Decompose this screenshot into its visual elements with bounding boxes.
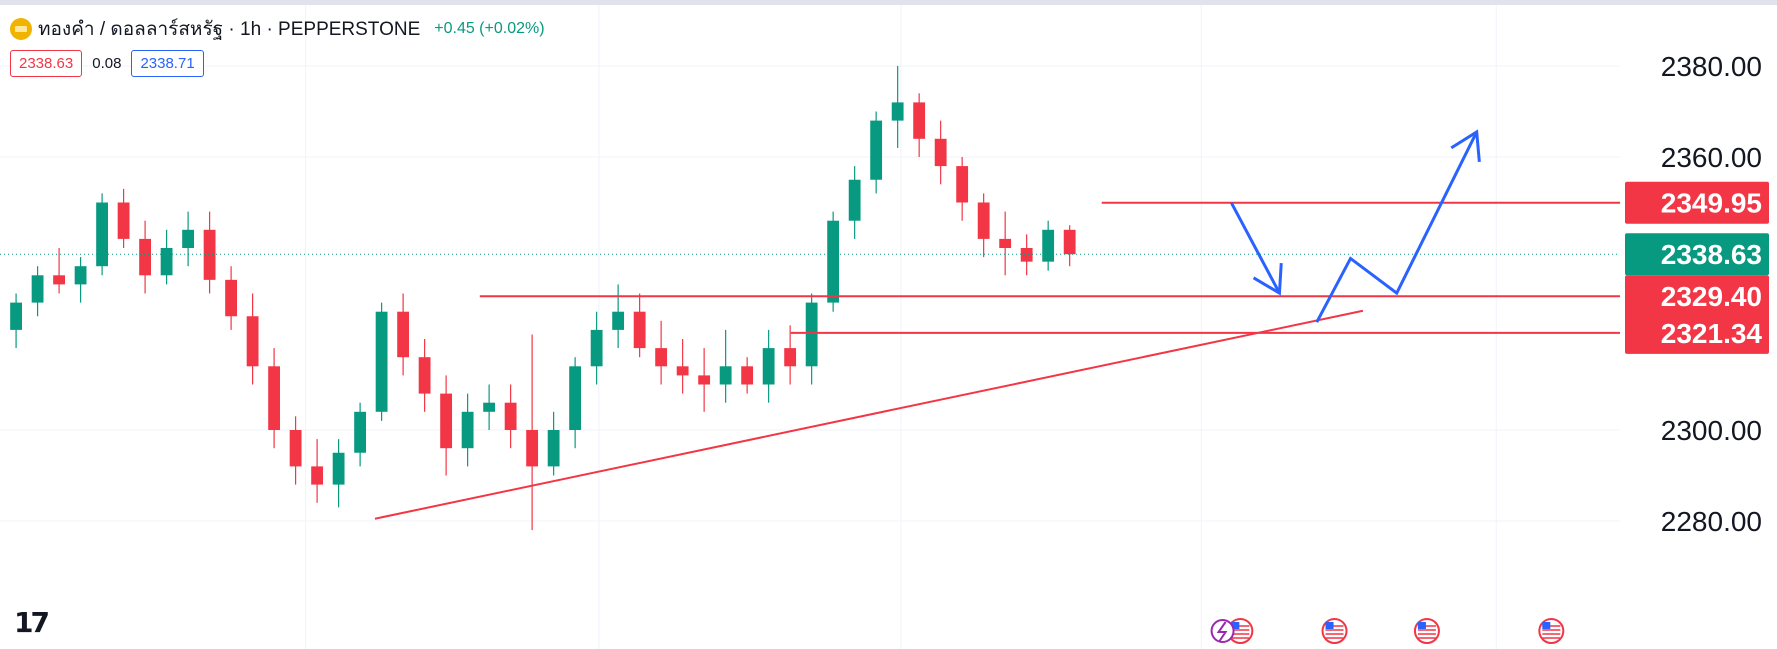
candle-body[interactable] (676, 366, 689, 376)
candle-body[interactable] (526, 430, 539, 467)
candle-body[interactable] (440, 393, 453, 449)
candle-body[interactable] (633, 311, 646, 349)
candle-body[interactable] (182, 229, 195, 248)
candle-body[interactable] (117, 202, 130, 239)
candle-body[interactable] (10, 302, 22, 330)
candle-body[interactable] (590, 329, 603, 367)
candle-body[interactable] (870, 120, 883, 180)
current-price-label-bg (1625, 233, 1769, 276)
bid-ask-panel: 2338.63 0.08 2338.71 (10, 50, 204, 77)
candle-body[interactable] (139, 238, 152, 276)
flag-canton (1325, 622, 1334, 629)
candle-body[interactable] (332, 452, 345, 485)
y-tick-label: 2300.00 (1661, 415, 1762, 446)
flag-canton (1231, 622, 1240, 629)
candle-body[interactable] (891, 102, 904, 121)
candle-body[interactable] (934, 138, 947, 167)
tradingview-logo[interactable]: 17 (14, 606, 50, 639)
candle-body[interactable] (848, 179, 861, 221)
candle-body[interactable] (1063, 229, 1076, 255)
price-chart[interactable]: 2380.00 2360.00 2300.00 2280.00 2349.95 2329.… (0, 5, 1777, 649)
level-price-label-bg (1625, 181, 1769, 224)
candle-body[interactable] (784, 348, 797, 367)
level-price-label: 2349.95 (1661, 188, 1762, 219)
candle-body[interactable] (612, 311, 625, 330)
spread-value: 0.08 (92, 55, 122, 72)
down-arrow-head (1252, 263, 1283, 296)
candle-body[interactable] (246, 316, 259, 367)
down-arrow[interactable] (1230, 202, 1281, 294)
level-price-label: 2329.40 (1661, 281, 1762, 312)
candle-body[interactable] (741, 366, 754, 385)
candle-body[interactable] (698, 375, 711, 385)
level-price-label-bg (1625, 311, 1769, 354)
candle-body[interactable] (805, 302, 818, 367)
candle-body[interactable] (547, 430, 560, 467)
candle-body[interactable] (913, 102, 926, 139)
candle-body[interactable] (31, 275, 44, 303)
y-tick-label: 2280.00 (1661, 506, 1762, 537)
candle-body[interactable] (827, 220, 840, 303)
lightning-icon (1216, 621, 1228, 642)
candle-body[interactable] (977, 202, 990, 239)
candle-body[interactable] (397, 311, 410, 358)
candle-body[interactable] (483, 402, 496, 412)
level-price-label-bg (1625, 275, 1769, 318)
candle-body[interactable] (655, 348, 668, 367)
candle-body[interactable] (956, 166, 969, 203)
candle-body[interactable] (461, 411, 474, 449)
price-change: +0.45 (+0.02%) (434, 20, 545, 37)
candle-body[interactable] (53, 275, 65, 285)
candle-body[interactable] (354, 411, 367, 453)
up-arrow-head (1450, 129, 1481, 162)
candle-body[interactable] (1042, 229, 1055, 262)
candle-body[interactable] (719, 366, 732, 385)
y-tick-label: 2360.00 (1661, 142, 1762, 173)
flag-canton (1417, 622, 1426, 629)
y-tick-label: 2380.00 (1661, 51, 1762, 82)
candle-body[interactable] (375, 311, 388, 412)
candle-body[interactable] (1020, 248, 1033, 262)
gold-icon (10, 18, 32, 40)
candle-body[interactable] (203, 229, 216, 280)
candle-body[interactable] (160, 248, 173, 276)
candle-body[interactable] (268, 366, 281, 430)
candle-body[interactable] (762, 348, 775, 385)
candle-body[interactable] (418, 357, 431, 394)
candle-body[interactable] (999, 238, 1012, 248)
candle-body[interactable] (74, 266, 87, 285)
flag-canton (1542, 622, 1551, 629)
up-arrow[interactable] (1315, 131, 1479, 323)
current-price-label: 2338.63 (1661, 239, 1762, 270)
candle-body[interactable] (289, 430, 302, 467)
candle-body[interactable] (311, 466, 324, 485)
candle-body[interactable] (504, 402, 517, 430)
candle-body[interactable] (225, 279, 238, 317)
candle-body[interactable] (569, 366, 582, 430)
sell-price-button[interactable]: 2338.63 (10, 50, 83, 77)
buy-price-button[interactable]: 2338.71 (131, 50, 204, 77)
candle-body[interactable] (96, 202, 109, 267)
trendline[interactable] (374, 309, 1364, 520)
symbol-title[interactable]: ทองคำ / ดอลลาร์สหรัฐ · 1h · PEPPERSTONE (38, 19, 421, 40)
symbol-header: ทองคำ / ดอลลาร์สหรัฐ · 1h · PEPPERSTONE … (10, 14, 545, 44)
top-border (0, 0, 1777, 5)
level-price-label: 2321.34 (1661, 318, 1763, 349)
